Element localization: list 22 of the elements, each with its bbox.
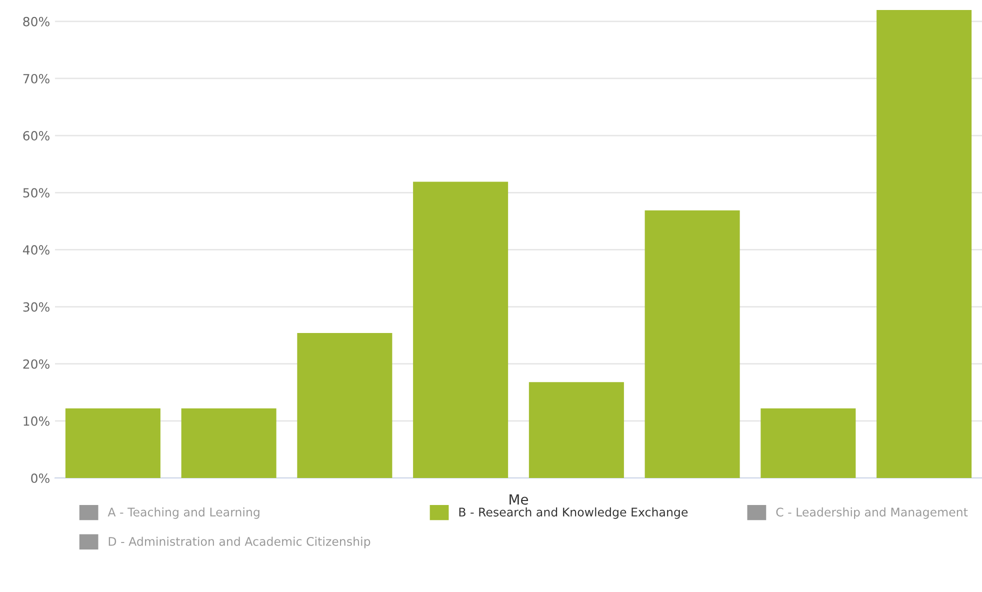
legend-label: D - Administration and Academic Citizenship [108,536,370,548]
y-tick-label: 10% [24,416,50,426]
bar [760,408,856,478]
bar [297,333,392,478]
y-tick-label: 60% [23,131,50,140]
y-tick-label: 0% [31,473,50,483]
bar [644,210,740,478]
bar [65,408,160,478]
bar [181,408,276,478]
y-tick-label: 50% [23,188,50,198]
bar [528,382,624,478]
legend-label: A - Teaching and Learning [108,507,260,519]
legend-label: B - Research and Knowledge Exchange [459,507,688,519]
y-tick-label: 40% [22,245,50,255]
y-tick-label: 80% [23,16,50,26]
bar [876,10,972,478]
x-axis-title: Me [510,494,528,505]
y-tick-label: 30% [23,302,50,312]
bar [413,182,508,478]
legend-label: C - Leadership and Management [776,507,968,519]
y-tick-label: 20% [23,359,50,369]
y-tick-label: 70% [23,74,50,84]
